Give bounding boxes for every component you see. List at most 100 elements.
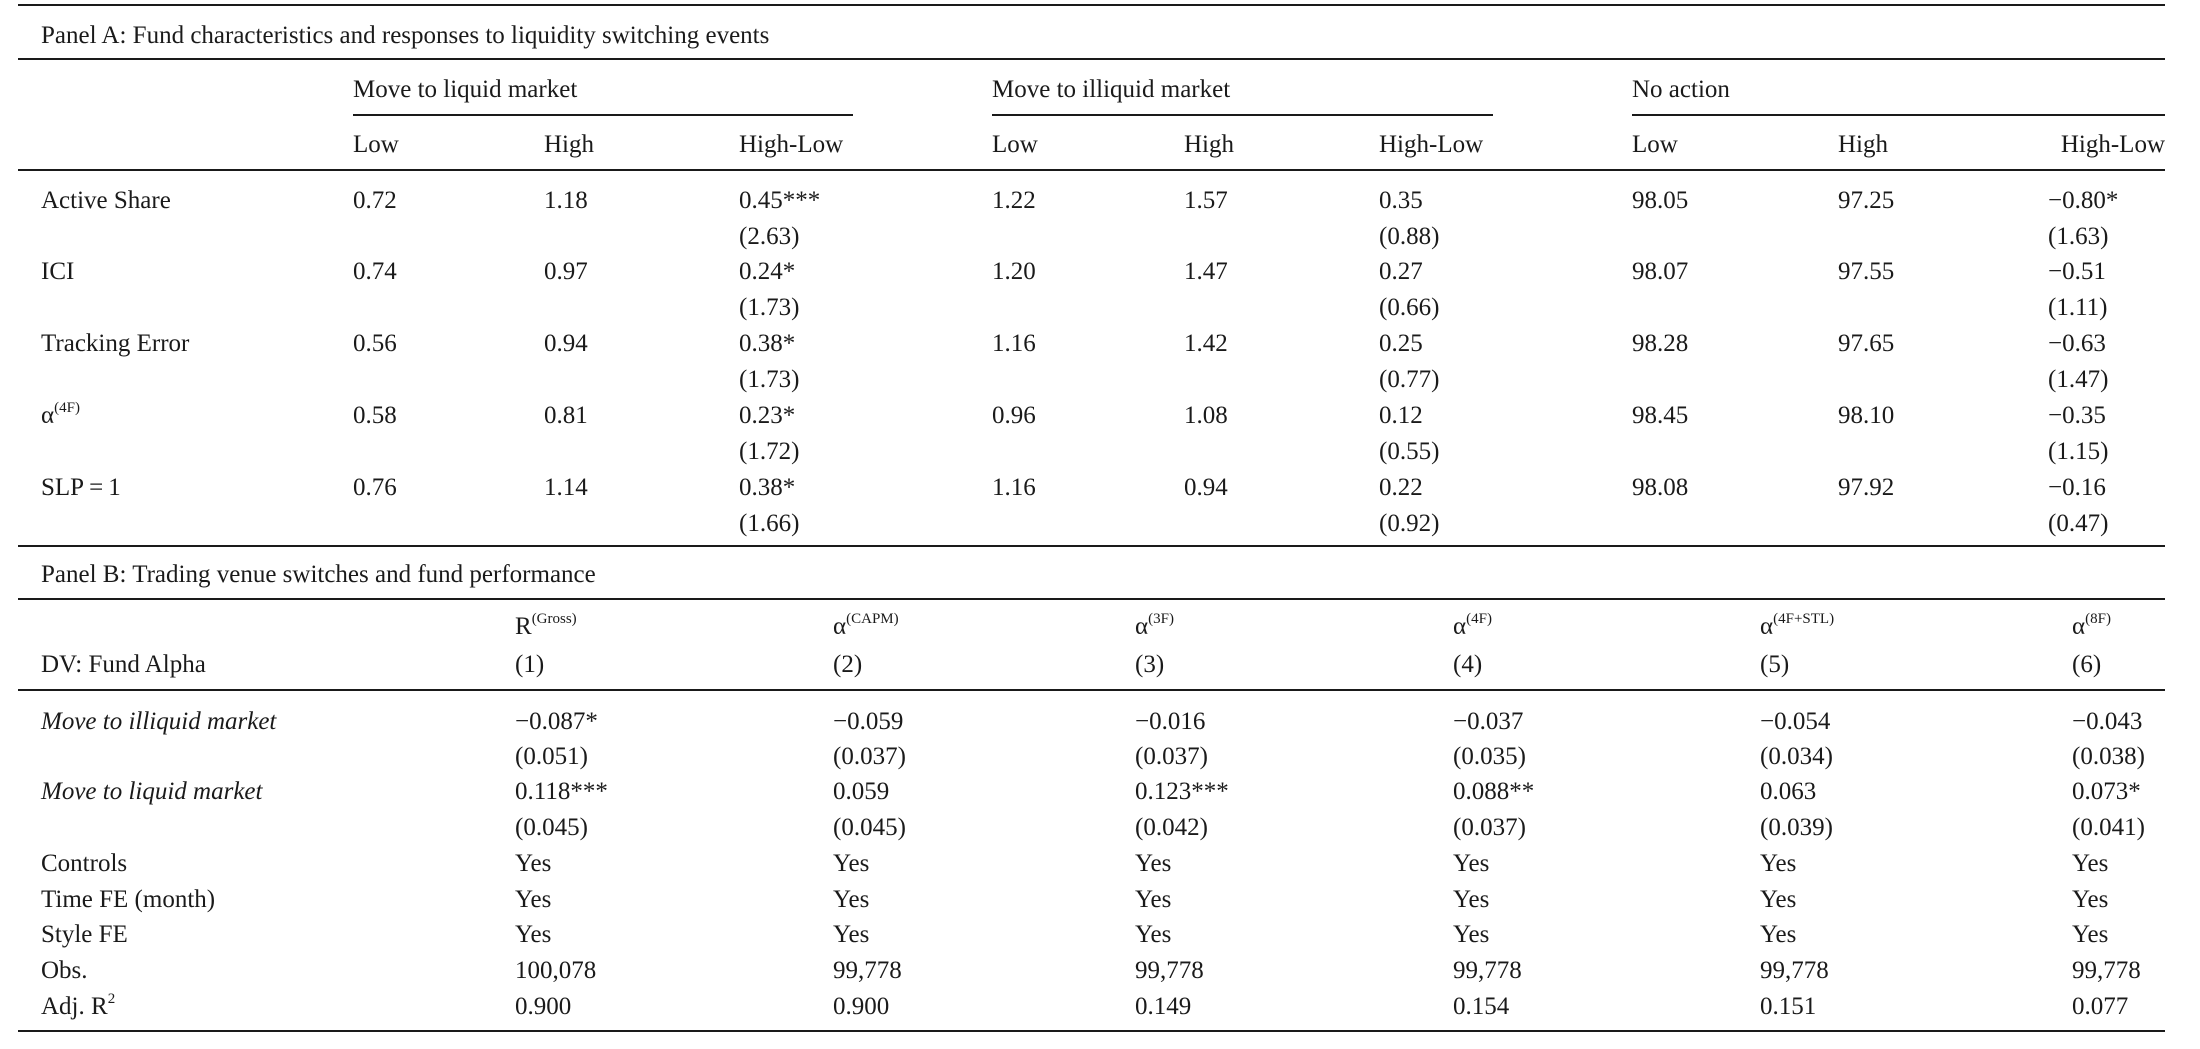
col-num-1: (1) (515, 651, 545, 678)
tstat: (1.73) (739, 294, 800, 321)
std-error: (0.045) (833, 814, 906, 841)
std-error: (0.038) (2072, 743, 2145, 770)
cell: 0.72 (353, 187, 397, 214)
stat-cell: 99,778 (833, 957, 902, 984)
cell: −0.16 (2048, 474, 2106, 501)
cell: −0.51 (2048, 258, 2106, 285)
panel-b-head-rule (18, 689, 2165, 691)
row-label-move-illiquid: Move to illiquid market (41, 708, 277, 735)
stat-cell: Yes (2072, 886, 2109, 913)
row-label-ici: ICI (41, 258, 75, 285)
stat-cell: Yes (1760, 850, 1797, 877)
tstat: (1.72) (739, 438, 800, 465)
group-head-liquid: Move to liquid market (353, 76, 578, 103)
std-error: (0.051) (515, 743, 588, 770)
cell: 1.16 (992, 330, 1036, 357)
stat-cell: Yes (833, 886, 870, 913)
cell: 1.14 (544, 474, 588, 501)
tstat: (0.77) (1379, 366, 1440, 393)
bottom-rule (18, 1030, 2165, 1032)
panel-a-title-rule (18, 58, 2165, 60)
col-num-4: (4) (1453, 651, 1483, 678)
col-num-2: (2) (833, 651, 863, 678)
panel-a-bottom-rule (18, 545, 2165, 547)
stat-cell: 99,778 (1760, 957, 1829, 984)
cell: 1.08 (1184, 402, 1228, 429)
stat-cell: Yes (2072, 850, 2109, 877)
std-error: (0.045) (515, 814, 588, 841)
cell: 98.08 (1632, 474, 1689, 501)
cell: 1.42 (1184, 330, 1228, 357)
col-head-4: α(4F) (1453, 610, 1492, 640)
stat-cell: Yes (515, 850, 552, 877)
coef: 0.059 (833, 778, 890, 805)
std-error: (0.037) (1453, 814, 1526, 841)
stat-cell: 99,778 (1135, 957, 1204, 984)
stat-cell: Yes (1760, 886, 1797, 913)
stat-cell: Yes (1135, 921, 1172, 948)
subhead-high-low: High-Low (2060, 131, 2165, 158)
row-label-active-share: Active Share (41, 187, 171, 214)
cell: 98.28 (1632, 330, 1689, 357)
stat-cell: 0.149 (1135, 993, 1192, 1020)
stat-cell: 99,778 (2072, 957, 2141, 984)
cell: 0.94 (544, 330, 588, 357)
cell: 1.16 (992, 474, 1036, 501)
col-head-6: α(8F) (2072, 610, 2111, 640)
cell: 97.92 (1838, 474, 1895, 501)
cell: 0.76 (353, 474, 397, 501)
cell: 0.58 (353, 402, 397, 429)
stat-cell: Yes (2072, 921, 2109, 948)
subhead-high: High (1838, 131, 1888, 158)
tstat: (0.55) (1379, 438, 1440, 465)
cell: 0.35 (1379, 187, 1423, 214)
cell: 0.25 (1379, 330, 1423, 357)
coef: 0.073* (2072, 778, 2141, 805)
row-label-move-liquid: Move to liquid market (41, 778, 263, 805)
cell: 0.97 (544, 258, 588, 285)
cell: 97.25 (1838, 187, 1895, 214)
coef: −0.043 (2072, 708, 2143, 735)
col-head-3: α(3F) (1135, 610, 1174, 640)
cell: −0.35 (2048, 402, 2106, 429)
cell: 0.38* (739, 474, 796, 501)
subhead-high-low: High-Low (739, 131, 844, 158)
subhead-low: Low (992, 131, 1038, 158)
stat-cell: 0.154 (1453, 993, 1510, 1020)
stat-cell: 0.900 (515, 993, 572, 1020)
tstat: (1.73) (739, 366, 800, 393)
top-rule (18, 4, 2165, 6)
cell: 0.22 (1379, 474, 1423, 501)
tstat: (0.47) (2048, 510, 2109, 537)
row-label-time-fe: Time FE (month) (41, 886, 216, 913)
stat-cell: Yes (1760, 921, 1797, 948)
col-num-5: (5) (1760, 651, 1790, 678)
std-error: (0.037) (1135, 743, 1208, 770)
cell: 98.10 (1838, 402, 1895, 429)
stat-cell: 100,078 (515, 957, 597, 984)
cell: 97.65 (1838, 330, 1895, 357)
coef: −0.054 (1760, 708, 1831, 735)
coef: −0.037 (1453, 708, 1524, 735)
subhead-high-low: High-Low (1379, 131, 1484, 158)
stat-cell: Yes (515, 921, 552, 948)
coef: 0.088** (1453, 778, 1535, 805)
group-rule-liquid (353, 114, 853, 116)
col-num-3: (3) (1135, 651, 1165, 678)
cell: 1.20 (992, 258, 1036, 285)
group-head-illiquid: Move to illiquid market (992, 76, 1231, 103)
row-label-slp: SLP = 1 (41, 474, 121, 501)
cell: 0.23* (739, 402, 796, 429)
cell: 1.18 (544, 187, 588, 214)
std-error: (0.034) (1760, 743, 1833, 770)
tstat: (0.88) (1379, 223, 1440, 250)
group-rule-illiquid (992, 114, 1493, 116)
cell: 1.22 (992, 187, 1036, 214)
stat-cell: Yes (1453, 886, 1490, 913)
std-error: (0.042) (1135, 814, 1208, 841)
col-head-5: α(4F+STL) (1760, 610, 1835, 640)
dv-label: DV: Fund Alpha (41, 651, 206, 678)
cell: 0.94 (1184, 474, 1228, 501)
stat-cell: 0.900 (833, 993, 890, 1020)
